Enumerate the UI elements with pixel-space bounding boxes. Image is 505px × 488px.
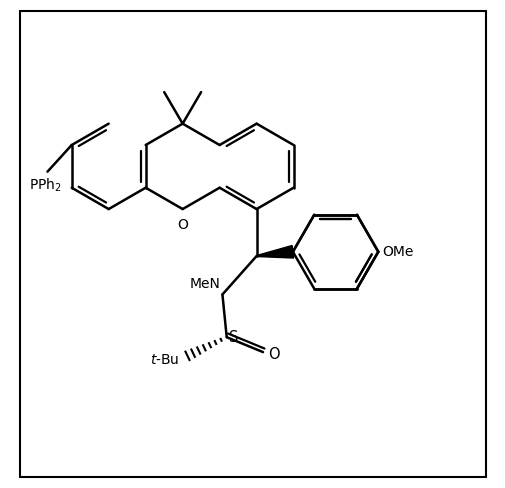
Text: MeN: MeN — [189, 277, 220, 290]
Text: O: O — [267, 347, 279, 362]
Text: S: S — [229, 330, 238, 345]
Text: O: O — [177, 218, 188, 232]
Polygon shape — [256, 245, 293, 258]
Text: PPh$_2$: PPh$_2$ — [28, 177, 61, 194]
Text: OMe: OMe — [381, 245, 413, 259]
Text: $t$-Bu: $t$-Bu — [149, 353, 179, 367]
